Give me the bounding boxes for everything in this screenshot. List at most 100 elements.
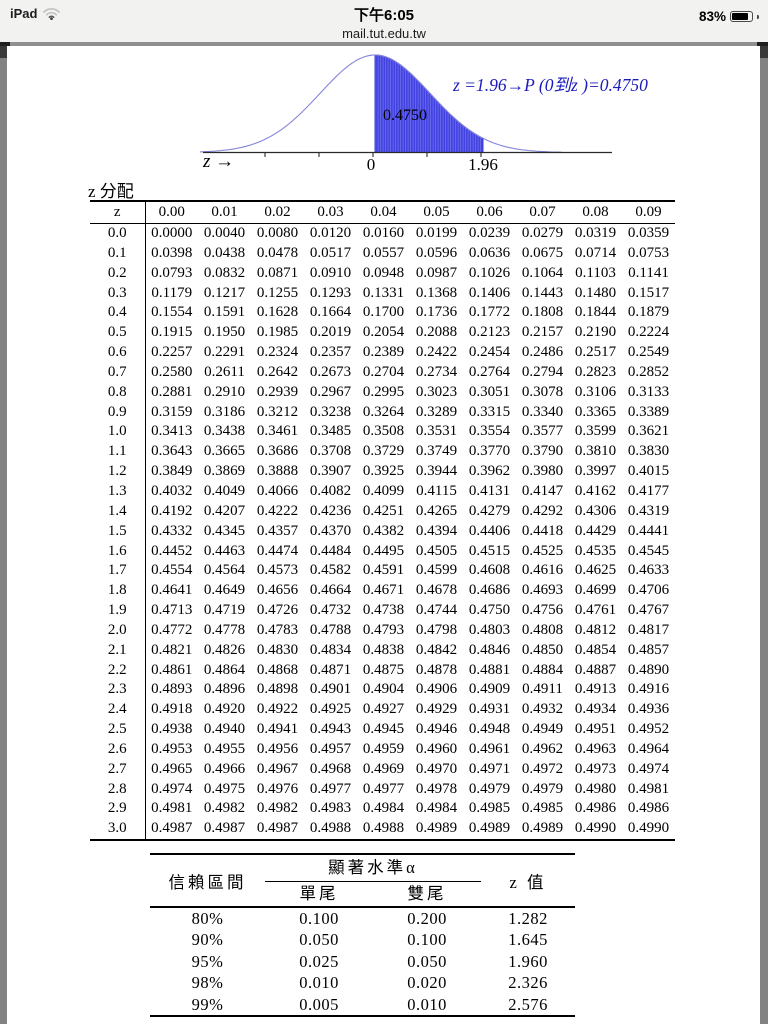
cell: 0.2389 [362, 344, 405, 361]
cell: 0.0080 [256, 225, 299, 241]
cell: 0.4986 [574, 800, 617, 817]
battery-percent: 83% [698, 9, 726, 24]
z-table-body: 0.0 0.0000 0.0040 0.0080 0.0120 0.0160 0.0199 0… [90, 223, 675, 841]
viewer-top-border [0, 42, 768, 46]
cell: 0.03 [304, 201, 357, 224]
cell: 0.4884 [521, 661, 564, 678]
cell: 0.4192 [151, 502, 193, 519]
cell: 0.4979 [468, 780, 511, 797]
cell: 0.4979 [521, 780, 564, 797]
cell: 0.4664 [309, 582, 352, 599]
cell: 0.2517 [574, 344, 617, 361]
cell: 0.100 [407, 930, 447, 950]
cell: 0.4484 [309, 542, 352, 559]
cell: 0.1950 [203, 324, 246, 341]
ci-header-z-value: z 值 [509, 872, 547, 892]
cell: 0.3830 [627, 443, 670, 460]
cell: 0.4871 [309, 661, 352, 678]
cell: 0.4633 [627, 562, 670, 579]
cell: 0.4049 [203, 482, 246, 499]
cell: 0.4983 [309, 800, 352, 817]
cell: 1.2 [90, 462, 146, 482]
z-distribution-table: z 0.00 0.01 0.02 0.03 0.04 0.05 0.06 0.07 0.08 0.0… [90, 200, 675, 842]
tick-label-196: 1.96 [468, 155, 498, 174]
cell: 0.3925 [362, 463, 405, 480]
cell: 0.1628 [256, 304, 299, 321]
cell: 0.4945 [362, 721, 405, 738]
cell: 0.4868 [256, 661, 299, 678]
table-row: 1.6 0.4452 0.4463 0.4474 0.4484 0.4495 0.4505 0… [90, 541, 675, 562]
cell: 0.4969 [362, 760, 405, 777]
cell: 0.0675 [521, 244, 564, 261]
cell: 0.4861 [151, 661, 193, 678]
cell: 0.4927 [362, 701, 405, 718]
cell: 0.4949 [521, 721, 564, 738]
cell: 0.2454 [468, 344, 511, 361]
cell: 0.0793 [151, 264, 193, 281]
cell: 0.4987 [256, 820, 299, 837]
table-row: 2.5 0.4938 0.4940 0.4941 0.4943 0.4945 0.4946 0… [90, 720, 675, 740]
table-row: 1.4 0.4192 0.4207 0.4222 0.4236 0.4251 0.4265 0… [90, 501, 675, 522]
cell: 0.3133 [627, 383, 670, 400]
cell: 0.4429 [574, 522, 617, 539]
cell: 2.326 [508, 973, 548, 993]
cell: 0.1293 [309, 284, 352, 301]
z-table-title: z 分配 [88, 182, 134, 201]
cell: 0.4357 [256, 522, 299, 539]
cell: 0.1554 [151, 304, 193, 321]
cell: 0.2995 [362, 383, 405, 400]
cell: 0.4875 [362, 661, 405, 678]
cell: 95% [191, 951, 224, 971]
cell: 1.4 [90, 501, 146, 522]
cell: 0.4920 [203, 701, 246, 718]
cell: 0.3643 [151, 443, 193, 460]
cell: 0.4573 [256, 562, 299, 579]
cell: 0.6 [90, 343, 146, 363]
cell: 0.4988 [362, 820, 405, 837]
shaded-area-value-label: 0.4750 [383, 107, 427, 124]
cell: 0.07 [516, 201, 569, 224]
cell: 0.02 [251, 201, 304, 224]
cell: 0.4981 [151, 800, 193, 817]
cell: 0.2357 [309, 344, 352, 361]
x-axis-label: z → [203, 151, 235, 172]
cell: 0.2257 [151, 344, 193, 361]
cell: 0.3264 [362, 403, 405, 420]
cell: 0.4850 [521, 641, 564, 658]
ci-header-two-tail: 雙尾 [407, 884, 447, 903]
normal-curve-path [199, 54, 562, 153]
cell: 0.3315 [468, 403, 511, 420]
table-row: 3.0 0.4987 0.4987 0.4987 0.4988 0.4988 0.4989 0… [90, 819, 675, 841]
cell: 0.4975 [203, 780, 246, 797]
cell: 0.4990 [627, 820, 670, 837]
cell: 0.2054 [362, 324, 405, 341]
cell: 0.4505 [415, 542, 458, 559]
cell: 0.3577 [521, 423, 564, 440]
cell: 0.4941 [256, 721, 299, 738]
table-row: 1.3 0.4032 0.4049 0.4066 0.4082 0.4099 0.4115 0… [90, 481, 675, 502]
cell: 0.1772 [468, 304, 511, 321]
cell: 1.1 [90, 442, 146, 463]
cell: 0.3106 [574, 383, 617, 400]
cell: 1.0 [90, 422, 146, 443]
cell: 0.3023 [415, 383, 458, 400]
cell: 0.3159 [151, 403, 193, 420]
cell: 0.4968 [309, 760, 352, 777]
cell: 0.4881 [468, 661, 511, 678]
cell: 0.3212 [256, 403, 299, 420]
cell: 0.2673 [309, 363, 352, 380]
cell: 0.1141 [628, 264, 669, 281]
cell: 0.0832 [203, 264, 246, 281]
vertical-scrollbar[interactable] [760, 46, 768, 1024]
cell: 80% [191, 909, 224, 928]
cell: 0.4925 [309, 701, 352, 718]
cell: 0.0239 [468, 225, 511, 241]
cell: 0.3340 [521, 403, 564, 420]
cell: 0.4911 [522, 681, 563, 698]
cell: 0.7 [90, 362, 146, 383]
cell: 0.4977 [362, 780, 405, 797]
cell: 0.4984 [362, 800, 405, 817]
cell: 0.4989 [521, 820, 564, 837]
cell: 0.4808 [521, 621, 564, 638]
normal-curve-figure [199, 54, 612, 157]
